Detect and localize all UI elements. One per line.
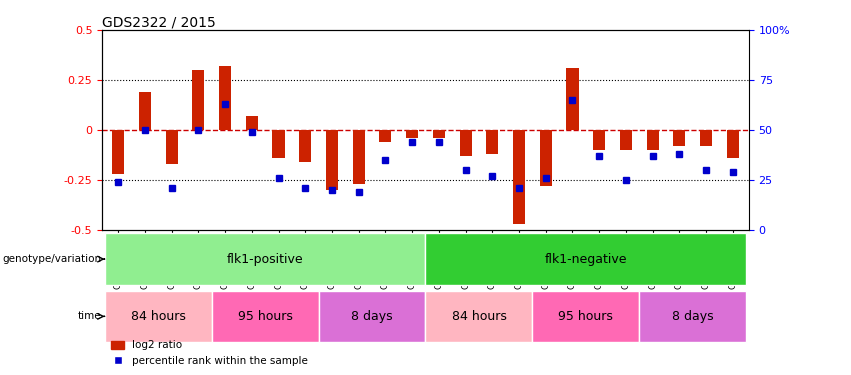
Text: flk1-positive: flk1-positive [227,253,304,266]
Bar [426,30,452,231]
Bar [292,30,318,231]
Bar [346,30,372,231]
Text: genotype/variation: genotype/variation [3,254,101,264]
Bar [266,30,292,231]
Bar [166,130,178,164]
FancyBboxPatch shape [639,291,746,342]
Text: 84 hours: 84 hours [452,310,506,323]
Text: 8 days: 8 days [672,310,714,323]
Bar [479,30,505,231]
Bar [559,30,585,231]
Bar [272,130,284,158]
Bar [372,30,399,231]
FancyBboxPatch shape [105,233,426,285]
Bar [158,30,185,231]
Bar [460,130,471,156]
Bar [452,30,479,231]
Text: 95 hours: 95 hours [237,310,293,323]
Bar [700,130,712,146]
Bar [380,130,391,142]
Bar [533,30,559,231]
Bar [486,130,499,154]
FancyBboxPatch shape [533,291,639,342]
Text: time: time [78,311,101,321]
Bar [647,130,659,150]
Bar [352,130,365,184]
Bar [192,70,204,130]
Bar [540,130,551,186]
Text: 84 hours: 84 hours [131,310,186,323]
Bar [300,130,311,162]
Bar [593,130,605,150]
Bar [693,30,719,231]
FancyBboxPatch shape [105,291,212,342]
Bar [666,30,693,231]
Text: flk1-negative: flk1-negative [545,253,627,266]
FancyBboxPatch shape [212,291,318,342]
Bar [719,30,746,231]
Bar [238,30,266,231]
Bar [219,66,231,130]
Text: 8 days: 8 days [351,310,393,323]
Bar [326,130,338,190]
FancyBboxPatch shape [318,291,426,342]
Text: 95 hours: 95 hours [558,310,614,323]
Bar [139,92,151,130]
Bar [406,130,418,138]
Bar [185,30,212,231]
Bar [513,130,525,225]
Bar [505,30,533,231]
Bar [399,30,426,231]
FancyBboxPatch shape [426,291,533,342]
Text: GDS2322 / 2015: GDS2322 / 2015 [102,16,216,30]
FancyBboxPatch shape [426,233,746,285]
Bar [318,30,346,231]
Bar [613,30,639,231]
Bar [585,30,613,231]
Bar [105,30,132,231]
Bar [112,130,124,174]
Bar [727,130,739,158]
Legend: log2 ratio, percentile rank within the sample: log2 ratio, percentile rank within the s… [107,336,312,370]
Bar [212,30,238,231]
Bar [639,30,666,231]
Bar [620,130,632,150]
Bar [433,130,445,138]
Bar [132,30,158,231]
Bar [673,130,685,146]
Bar [246,116,258,130]
Bar [567,68,579,130]
